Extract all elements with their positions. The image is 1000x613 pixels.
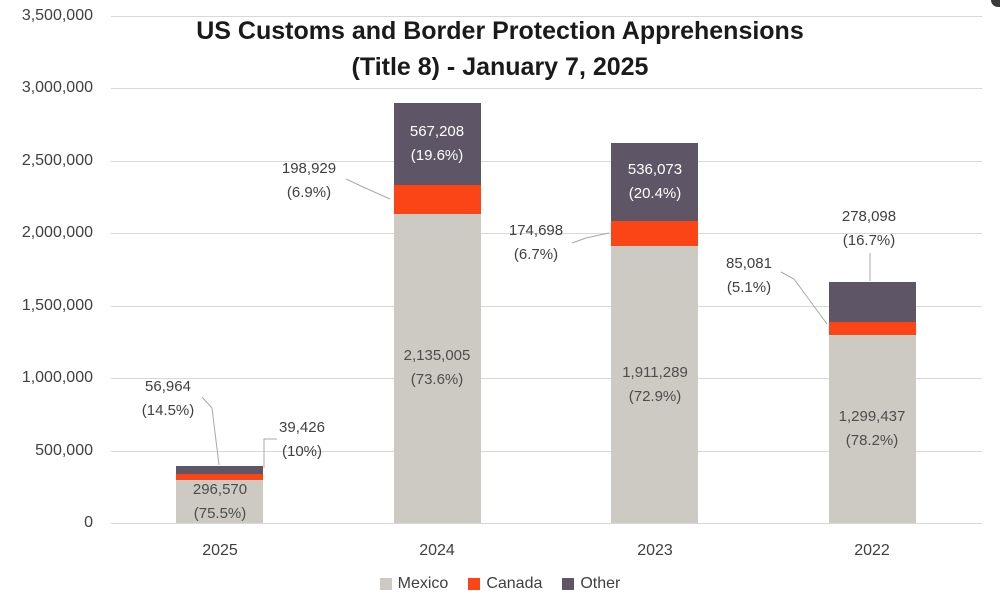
- label-value: 2,135,005: [403, 347, 471, 364]
- gridline-3500000: [111, 16, 982, 17]
- label-value: 85,081: [726, 255, 772, 272]
- x-axis-label-2024: 2024: [419, 542, 455, 559]
- bar-2023-mexico-segment: [611, 246, 698, 523]
- x-axis-label-2023: 2023: [637, 542, 673, 559]
- label-value: 296,570: [192, 481, 248, 498]
- gridline-3000000: [111, 88, 982, 89]
- label-2023-other: 536,073 (20.4%): [580, 158, 730, 206]
- gridline-1500000: [111, 306, 982, 307]
- label-percent: (14.5%): [141, 402, 195, 419]
- label-2025-other: 56,964 (14.5%): [93, 375, 243, 423]
- gridline-0: [111, 523, 982, 524]
- legend-label-other: Other: [580, 575, 621, 592]
- y-axis-label-6: 3,000,000: [21, 79, 93, 96]
- y-axis-label-2: 1,000,000: [21, 369, 93, 386]
- bar-2023-other-segment: [611, 143, 698, 221]
- label-percent: (16.7%): [842, 232, 896, 249]
- label-value: 174,698: [508, 222, 564, 239]
- chart-title-line1: US Customs and Border Protection Apprehe…: [196, 17, 804, 45]
- legend-label-mexico: Mexico: [397, 575, 449, 592]
- label-2024-other: 567,208 (19.6%): [362, 120, 512, 168]
- legend-item-mexico: Mexico: [379, 575, 449, 593]
- gridline-2000000: [111, 233, 982, 234]
- label-value: 198,929: [281, 160, 337, 177]
- chart-title: US Customs and Border Protection Apprehe…: [0, 13, 1000, 85]
- legend-label-canada: Canada: [486, 575, 543, 592]
- y-axis-label-5: 2,500,000: [21, 152, 93, 169]
- bar-2025-other-segment: [176, 466, 263, 475]
- label-2022-mexico: 1,299,437 (78.2%): [797, 405, 947, 453]
- y-axis-label-7: 3,500,000: [21, 7, 93, 24]
- bar-2024-canada-segment: [394, 184, 481, 214]
- screen-corner-artifact: [991, 0, 1000, 7]
- legend-swatch-canada: [468, 578, 481, 590]
- y-axis-label-0: 0: [84, 514, 93, 531]
- label-2025-canada: 39,426 (10%): [227, 416, 377, 464]
- label-percent: (19.6%): [410, 147, 464, 164]
- label-percent: (20.4%): [628, 185, 682, 202]
- y-axis-label-1: 500,000: [35, 442, 93, 459]
- label-percent: (10%): [281, 443, 322, 460]
- y-axis-label-4: 2,000,000: [21, 224, 93, 241]
- label-value: 39,426: [279, 419, 325, 436]
- label-value: 278,098: [841, 208, 897, 225]
- label-percent: (5.1%): [726, 279, 772, 296]
- legend: Mexico Canada Other: [0, 571, 1000, 597]
- label-2024-canada: 198,929 (6.9%): [234, 157, 384, 205]
- bar-2024-other-segment: [394, 102, 481, 185]
- legend-item-other: Other: [562, 575, 620, 593]
- gridline-500000: [111, 451, 982, 452]
- bar-2022-mexico-segment: [829, 334, 916, 523]
- label-percent: (72.9%): [628, 388, 682, 405]
- label-value: 1,911,289: [622, 364, 688, 381]
- bar-2025-canada-segment: [176, 474, 263, 481]
- legend-swatch-mexico: [379, 578, 392, 590]
- label-value: 56,964: [145, 378, 191, 395]
- label-2025-mexico: 296,570 (75.5%): [145, 478, 295, 526]
- label-percent: (73.6%): [410, 371, 464, 388]
- bar-2025-mexico-segment: [176, 480, 263, 523]
- legend-swatch-other: [562, 578, 575, 590]
- label-2023-canada: 174,698 (6.7%): [461, 219, 611, 267]
- label-percent: (6.9%): [286, 184, 332, 201]
- label-value: 536,073: [627, 161, 683, 178]
- chart-title-line2: (Title 8) - January 7, 2025: [351, 53, 649, 81]
- y-axis-label-3: 1,500,000: [21, 297, 93, 314]
- gridline-1000000: [111, 378, 982, 379]
- label-value: 1,299,437: [838, 408, 906, 425]
- label-value: 567,208: [409, 123, 465, 140]
- label-percent: (78.2%): [845, 432, 899, 449]
- gridline-2500000: [111, 161, 982, 162]
- label-2023-mexico: 1,911,289 (72.9%): [580, 361, 730, 409]
- bar-2022-other-segment: [829, 282, 916, 323]
- x-axis-label-2025: 2025: [202, 542, 238, 559]
- label-2022-canada: 85,081 (5.1%): [674, 252, 824, 300]
- label-percent: (6.7%): [513, 246, 559, 263]
- x-axis-label-2022: 2022: [854, 542, 890, 559]
- label-2022-other: 278,098 (16.7%): [794, 205, 944, 253]
- legend-item-canada: Canada: [468, 575, 542, 593]
- label-2024-mexico: 2,135,005 (73.6%): [362, 344, 512, 392]
- bar-2022-canada-segment: [829, 322, 916, 335]
- bar-2023-canada-segment: [611, 220, 698, 247]
- bar-2024-mexico-segment: [394, 213, 481, 523]
- label-percent: (75.5%): [193, 505, 247, 522]
